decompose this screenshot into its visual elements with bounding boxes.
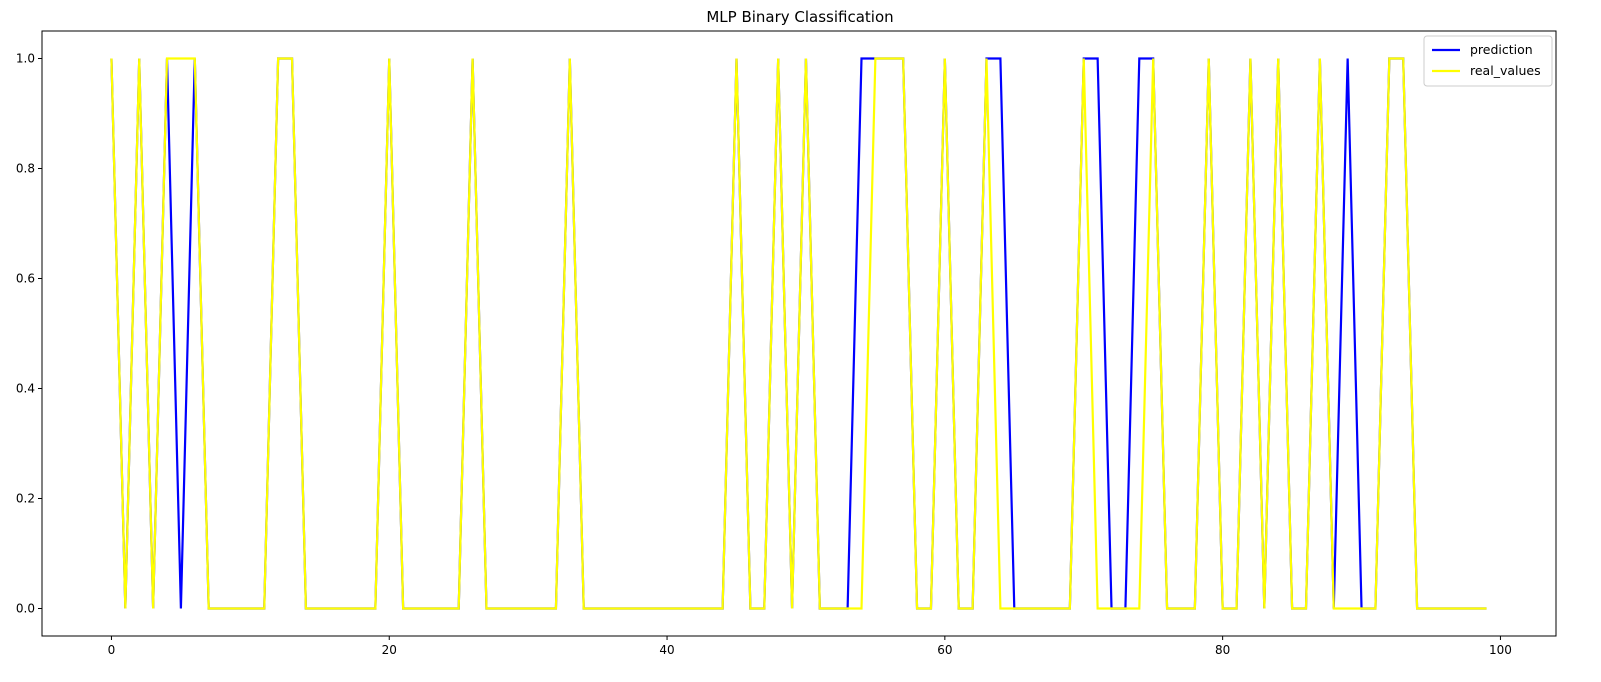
x-tick-label: 60 <box>937 643 952 657</box>
axes: 0 20 40 60 80 100 0.0 0.2 0.4 0.6 0.8 1.0 <box>16 52 1512 658</box>
legend-box <box>1423 35 1553 87</box>
x-tick-label: 80 <box>1215 643 1230 657</box>
plot-frame <box>41 30 1557 637</box>
chart-title: MLP Binary Classification <box>706 8 893 26</box>
legend: prediction real_values <box>1423 35 1553 87</box>
y-tick-label: 0.4 <box>16 382 35 396</box>
x-tick-label: 0 <box>108 643 116 657</box>
series-line-real-values <box>110 57 1487 610</box>
x-tick-label: 100 <box>1489 643 1512 657</box>
x-tick-label: 20 <box>382 643 397 657</box>
y-tick-label: 0.8 <box>16 162 35 176</box>
series-lines <box>110 57 1487 610</box>
y-tick-label: 0.2 <box>16 492 35 506</box>
y-tick-label: 0.6 <box>16 272 35 286</box>
y-tick-label: 0.0 <box>16 602 35 616</box>
legend-label: prediction <box>1470 42 1533 57</box>
y-tick-label: 1.0 <box>16 52 35 66</box>
legend-label: real_values <box>1470 63 1541 78</box>
x-tick-label: 40 <box>659 643 674 657</box>
